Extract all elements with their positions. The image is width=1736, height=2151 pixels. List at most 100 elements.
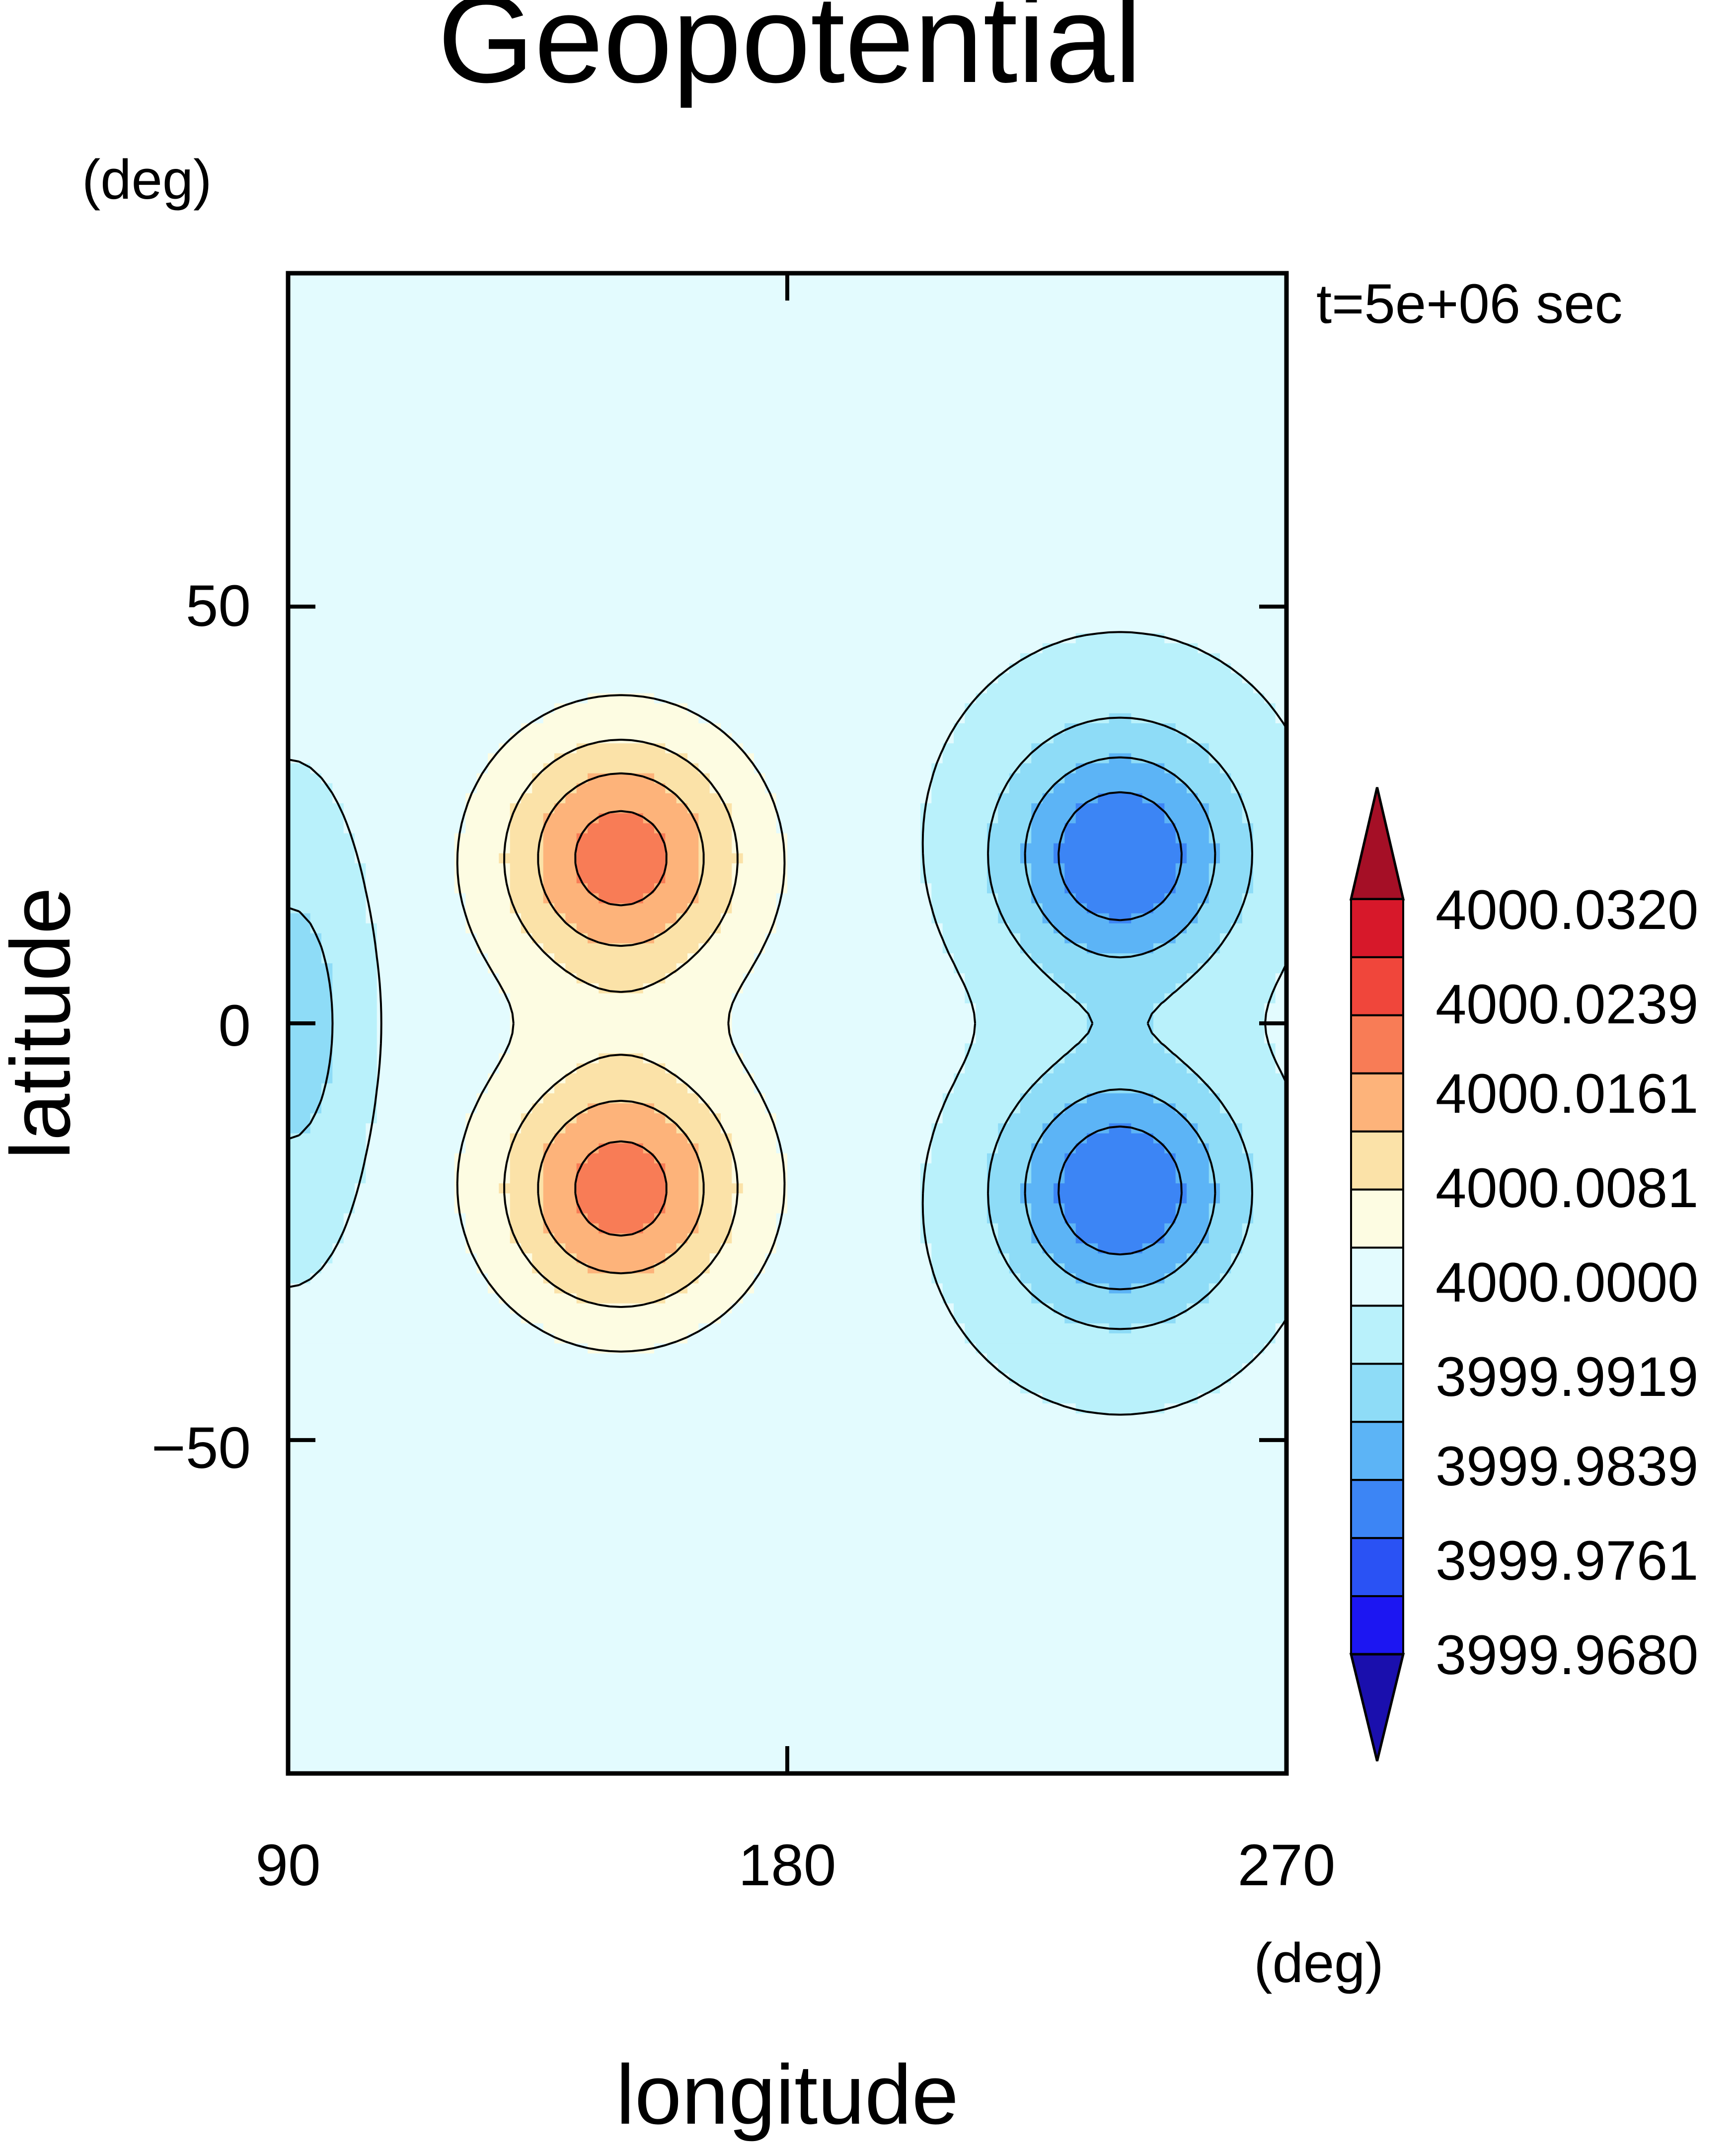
- field-cell: [931, 913, 999, 924]
- field-cell: [332, 1013, 377, 1024]
- field-cell: [377, 1033, 511, 1044]
- field-cell: [288, 603, 1286, 614]
- field-cell: [599, 813, 644, 824]
- field-cell: [588, 1263, 655, 1274]
- field-cell: [288, 393, 1286, 404]
- field-cell: [554, 953, 688, 964]
- field-cell: [510, 1193, 544, 1204]
- field-cell: [643, 813, 699, 824]
- field-cell: [698, 813, 733, 824]
- field-cell: [1242, 1233, 1286, 1244]
- field-cell: [510, 873, 544, 884]
- field-cell: [1009, 1253, 1054, 1264]
- field-cell: [1009, 773, 1065, 784]
- field-cell: [499, 983, 600, 994]
- field-cell: [1064, 1103, 1176, 1114]
- colorbar-max-triangle: [1349, 787, 1405, 901]
- field-cell: [1020, 1193, 1054, 1204]
- field-cell: [1231, 663, 1286, 674]
- field-cell: [1275, 1053, 1286, 1064]
- field-cell: [1020, 763, 1076, 774]
- field-cell: [954, 1083, 1032, 1094]
- x-tick-270: 270: [1238, 1833, 1336, 1898]
- field-cell: [1208, 1283, 1286, 1294]
- colorbar-box: [1350, 1595, 1404, 1656]
- field-cell: [532, 1103, 588, 1114]
- field-cell: [454, 853, 500, 864]
- field-cell: [732, 1033, 977, 1044]
- field-cell: [732, 1003, 977, 1014]
- field-cell: [1031, 753, 1110, 764]
- field-cell: [1208, 813, 1243, 824]
- field-cell: [288, 1523, 1286, 1534]
- field-cell: [1231, 1373, 1286, 1384]
- field-cell: [1208, 1143, 1243, 1154]
- field-cell: [310, 1113, 377, 1124]
- field-cell: [288, 883, 367, 894]
- field-cell: [1064, 983, 1176, 994]
- field-cell: [743, 983, 966, 994]
- field-cell: [954, 963, 1043, 974]
- field-cell: [288, 1593, 1286, 1604]
- field-cell: [1198, 903, 1243, 914]
- field-cell: [1153, 1093, 1220, 1104]
- field-cell: [288, 913, 311, 924]
- field-cell: [288, 893, 367, 904]
- field-cell: [288, 1363, 999, 1374]
- field-cell: [1220, 1273, 1286, 1284]
- field-cell: [1054, 1303, 1187, 1314]
- field-cell: [288, 1133, 367, 1144]
- field-cell: [332, 783, 477, 794]
- field-cell: [920, 803, 999, 814]
- field-cell: [288, 993, 333, 1004]
- field-cell: [454, 833, 511, 844]
- field-cell: [1208, 803, 1243, 814]
- field-cell: [288, 1003, 333, 1014]
- field-cell: [1187, 923, 1232, 934]
- field-cell: [1031, 1163, 1065, 1174]
- field-cell: [288, 1143, 367, 1154]
- field-cell: [510, 1033, 733, 1044]
- field-cell: [1009, 1113, 1054, 1124]
- field-cell: [987, 1203, 1032, 1214]
- field-cell: [965, 1043, 1076, 1054]
- field-cell: [732, 1023, 977, 1034]
- field-cell: [1031, 953, 1209, 964]
- field-cell: [1220, 1183, 1254, 1194]
- field-cell: [288, 953, 322, 964]
- field-cell: [1164, 1233, 1209, 1244]
- field-cell: [1198, 1123, 1243, 1134]
- field-cell: [499, 743, 577, 754]
- field-cell: [1075, 1223, 1165, 1234]
- field-cell: [687, 1083, 755, 1094]
- field-cell: [288, 1403, 1076, 1414]
- field-cell: [377, 1093, 477, 1104]
- field-cell: [1064, 1213, 1176, 1224]
- field-cell: [721, 1243, 777, 1254]
- field-cell: [987, 863, 1032, 874]
- field-cell: [465, 823, 511, 834]
- field-cell: [1220, 763, 1286, 774]
- field-cell: [476, 1103, 533, 1114]
- field-cell: [554, 703, 688, 714]
- field-cell: [510, 813, 544, 824]
- field-cell: [987, 843, 1021, 854]
- field-cell: [554, 903, 688, 914]
- field-cell: [1208, 753, 1286, 764]
- field-cell: [332, 1073, 377, 1084]
- field-cell: [532, 933, 588, 944]
- field-cell: [1208, 1153, 1254, 1164]
- field-cell: [965, 1053, 1065, 1064]
- field-cell: [288, 1163, 367, 1174]
- field-cell: [343, 823, 466, 834]
- field-cell: [1220, 1193, 1254, 1204]
- field-cell: [698, 1203, 733, 1214]
- field-cell: [687, 953, 755, 964]
- field-cell: [732, 823, 777, 834]
- field-cell: [732, 1153, 788, 1164]
- field-cell: [288, 1153, 367, 1164]
- field-cell: [732, 1193, 788, 1204]
- field-cell: [576, 973, 666, 984]
- field-cell: [288, 1503, 1286, 1514]
- x-axis-unit: (deg): [1254, 1932, 1383, 1994]
